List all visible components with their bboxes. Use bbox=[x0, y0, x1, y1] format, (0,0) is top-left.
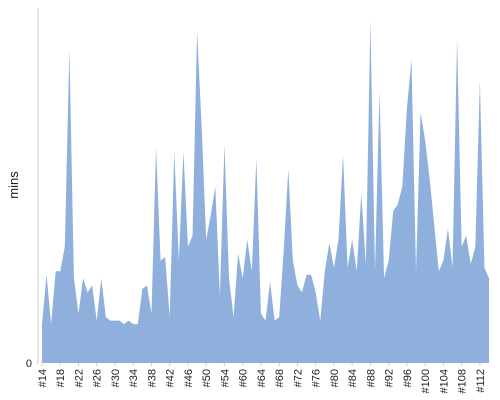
x-tick-label: #80 bbox=[329, 369, 341, 387]
x-tick-label: #76 bbox=[311, 369, 323, 387]
x-tick-label: #64 bbox=[256, 369, 268, 387]
x-tick-label: #108 bbox=[457, 369, 469, 393]
y-axis-label: mins bbox=[6, 171, 21, 199]
x-tick-label: #50 bbox=[201, 369, 213, 387]
x-tick-label: #96 bbox=[402, 369, 414, 387]
x-tick-label: #54 bbox=[219, 369, 231, 387]
x-tick-label: #18 bbox=[55, 369, 67, 387]
x-tick-label: #100 bbox=[420, 369, 432, 393]
x-tick-label: #34 bbox=[128, 369, 140, 387]
x-tick-label: #88 bbox=[365, 369, 377, 387]
x-tick-label: #14 bbox=[37, 369, 49, 387]
x-tick-label: #68 bbox=[274, 369, 286, 387]
x-tick-label: #38 bbox=[146, 369, 158, 387]
x-tick-label: #46 bbox=[183, 369, 195, 387]
x-tick-label: #22 bbox=[73, 369, 85, 387]
x-tick-label: #92 bbox=[384, 369, 396, 387]
x-tick-label: #42 bbox=[165, 369, 177, 387]
y-tick-label: 0 bbox=[26, 358, 32, 370]
x-tick-label: #30 bbox=[110, 369, 122, 387]
x-tick-label: #72 bbox=[292, 369, 304, 387]
x-tick-label: #112 bbox=[475, 369, 487, 393]
x-tick-label: #60 bbox=[238, 369, 250, 387]
area bbox=[42, 20, 489, 364]
x-tick-label: #84 bbox=[347, 369, 359, 387]
x-tick-label: #104 bbox=[438, 369, 450, 393]
x-tick-label: #26 bbox=[92, 369, 104, 387]
